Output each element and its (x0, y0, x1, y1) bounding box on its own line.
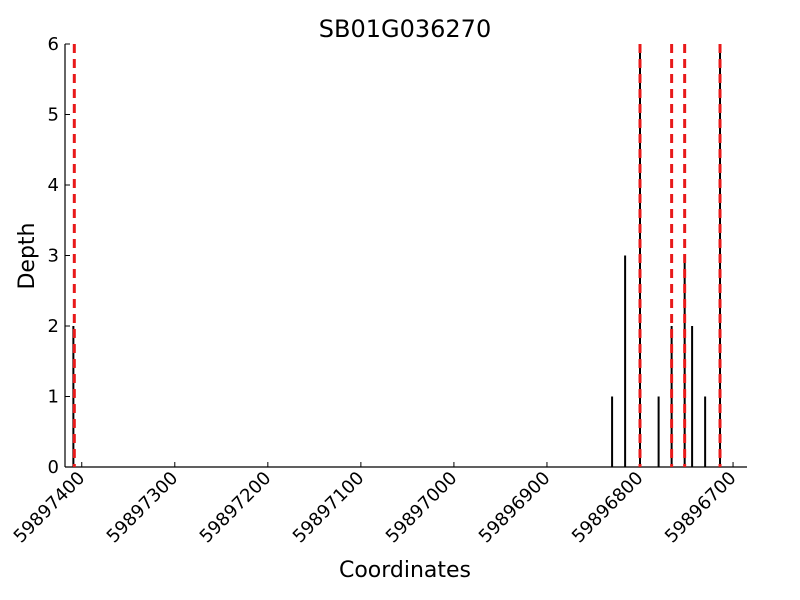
x-tick-label: 59896800 (568, 468, 648, 548)
x-tick-label: 59896700 (661, 468, 741, 548)
y-ticks: 0 1 2 3 4 5 6 (48, 34, 70, 478)
plot-area: 0 1 2 3 4 5 6 59897400 59897300 59897200 59897100… (10, 34, 747, 547)
y-tick-label: 2 (48, 316, 59, 337)
y-tick-label: 0 (48, 457, 59, 478)
x-tick-label: 59897200 (196, 468, 276, 548)
y-tick-label: 5 (48, 105, 59, 126)
x-tick-label: 59897000 (382, 468, 462, 548)
x-tick-label: 59897400 (10, 468, 90, 548)
x-tick-label: 59896900 (475, 468, 555, 548)
x-tick-label: 59897300 (103, 468, 183, 548)
exon-boundary-lines (72, 44, 722, 467)
y-axis-label: Depth (15, 222, 40, 289)
chart-title: SB01G036270 (319, 15, 491, 43)
y-tick-label: 3 (48, 246, 59, 267)
y-tick-label: 4 (48, 175, 59, 196)
x-axis-label: Coordinates (339, 558, 471, 583)
x-ticks: 59897400 59897300 59897200 59897100 59897000… (10, 462, 741, 547)
x-tick-label: 59897100 (289, 468, 369, 548)
y-tick-label: 1 (48, 387, 59, 408)
depth-bars (72, 44, 722, 467)
y-tick-label: 6 (48, 34, 59, 55)
